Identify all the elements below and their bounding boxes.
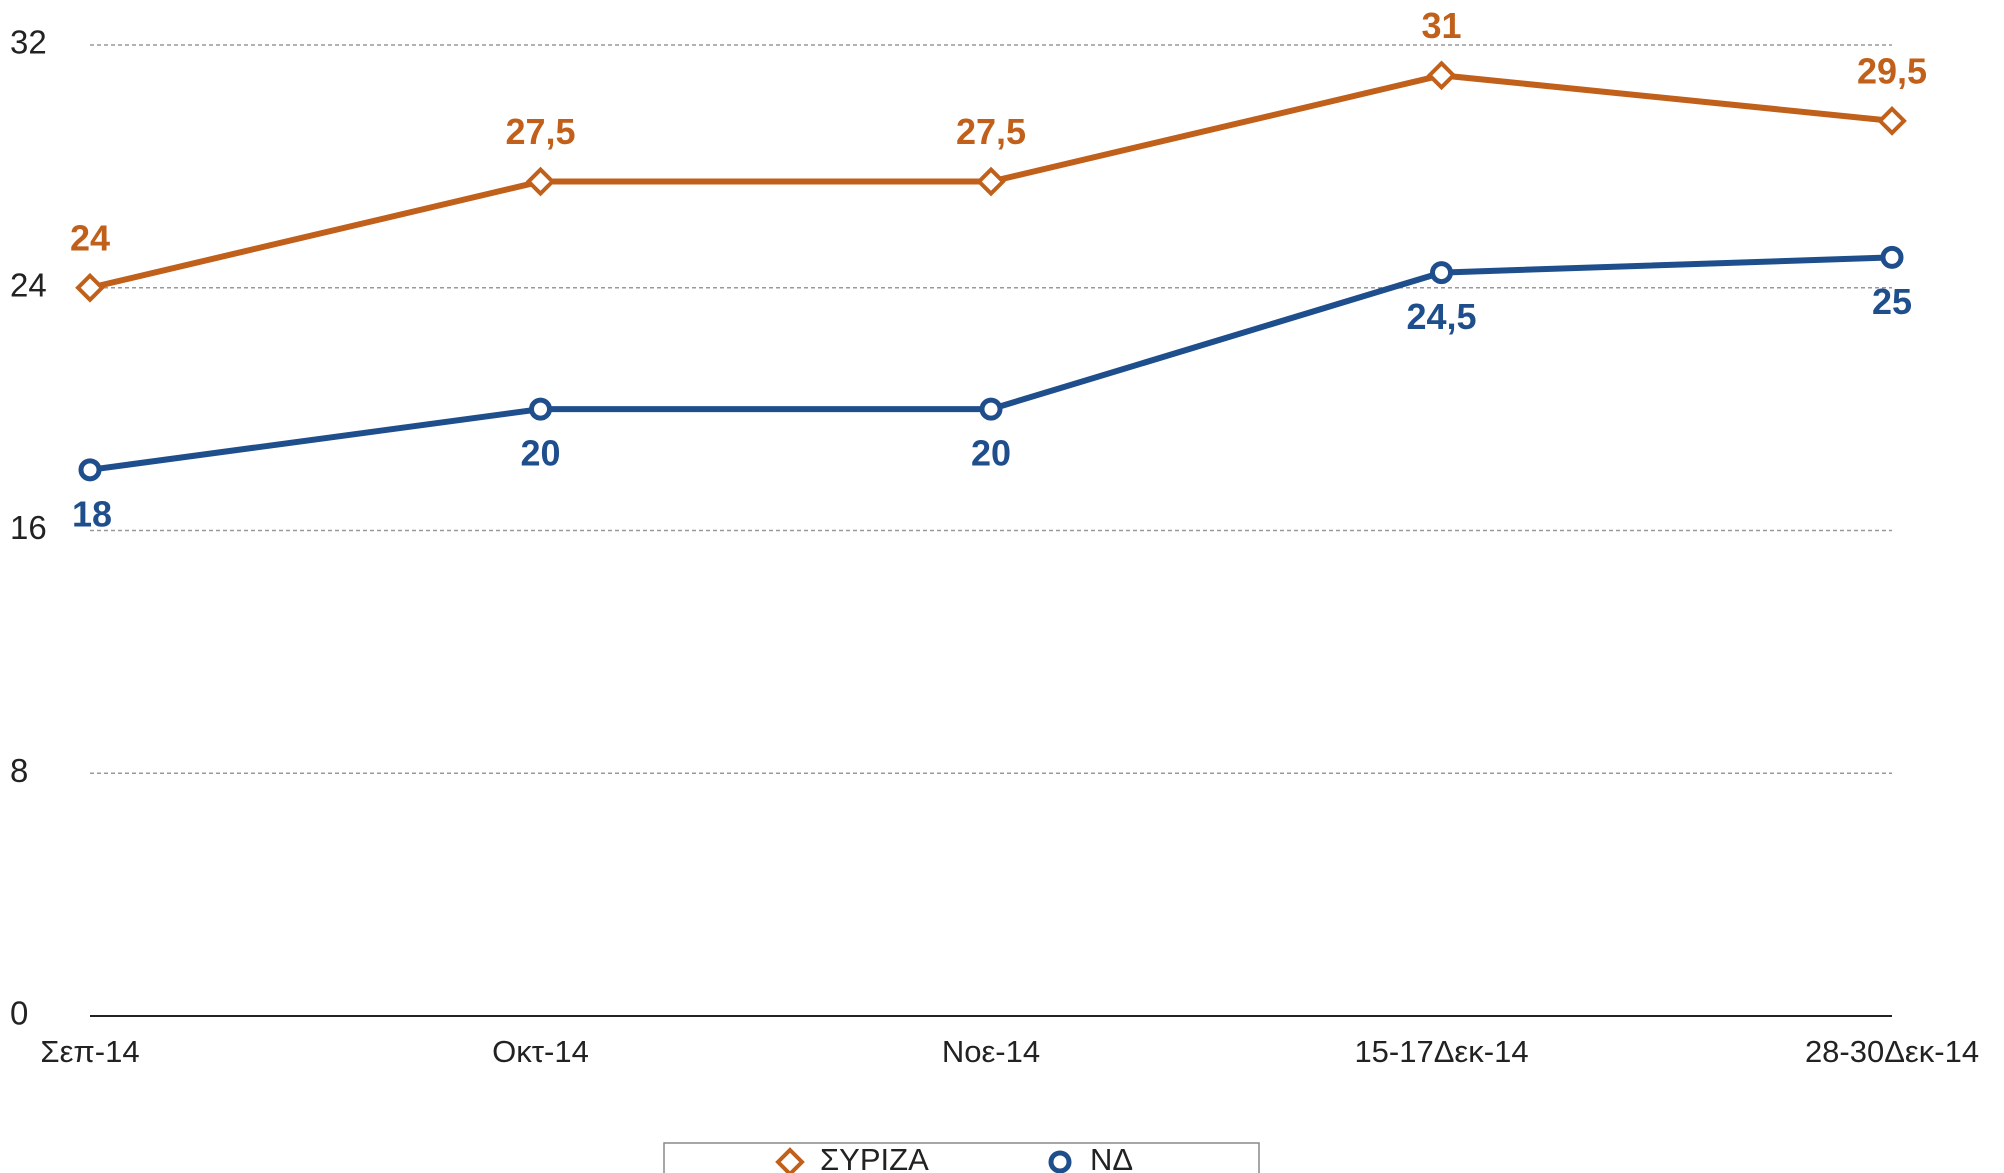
legend: ΣΥΡΙΖΑ ΝΔ [663, 1142, 1260, 1173]
data-label: 24,5 [1406, 296, 1476, 337]
data-label: 24 [70, 217, 110, 258]
data-label: 20 [520, 433, 560, 474]
point-marker [75, 272, 105, 303]
x-tick-label: Οκτ-14 [492, 1034, 589, 1069]
point-marker [979, 397, 1003, 421]
y-tick-label: 24 [10, 266, 47, 303]
legend-marker [775, 1147, 805, 1173]
legend-marker [1048, 1150, 1072, 1173]
x-tick-label: Νοε-14 [942, 1034, 1040, 1069]
point-marker [1426, 60, 1457, 91]
legend-label: ΣΥΡΙΖΑ [820, 1142, 929, 1173]
y-tick-label: 0 [10, 995, 28, 1032]
data-label: 18 [72, 493, 112, 534]
x-tick-label: 15-17Δεκ-14 [1354, 1034, 1528, 1069]
data-label: 25 [1872, 281, 1912, 322]
y-tick-label: 32 [10, 24, 47, 61]
data-label: 27,5 [505, 111, 575, 152]
point-marker [976, 166, 1006, 197]
point-marker [1430, 261, 1453, 285]
point-marker [1880, 245, 1904, 269]
x-tick-label: Σεπ-14 [40, 1034, 139, 1069]
legend-box [663, 1142, 1260, 1173]
point-marker [1877, 106, 1907, 136]
point-marker [529, 397, 552, 421]
x-tick-label: 28-30Δεκ-14 [1805, 1034, 1979, 1069]
data-label: 29,5 [1857, 50, 1927, 91]
data-label: 27,5 [956, 111, 1026, 152]
y-tick-label: 8 [10, 752, 28, 789]
y-tick-label: 16 [10, 509, 47, 546]
legend-label: ΝΔ [1090, 1142, 1133, 1173]
point-marker [78, 458, 102, 482]
data-label: 31 [1421, 5, 1461, 46]
data-label: 20 [971, 433, 1011, 474]
point-marker [525, 166, 556, 197]
